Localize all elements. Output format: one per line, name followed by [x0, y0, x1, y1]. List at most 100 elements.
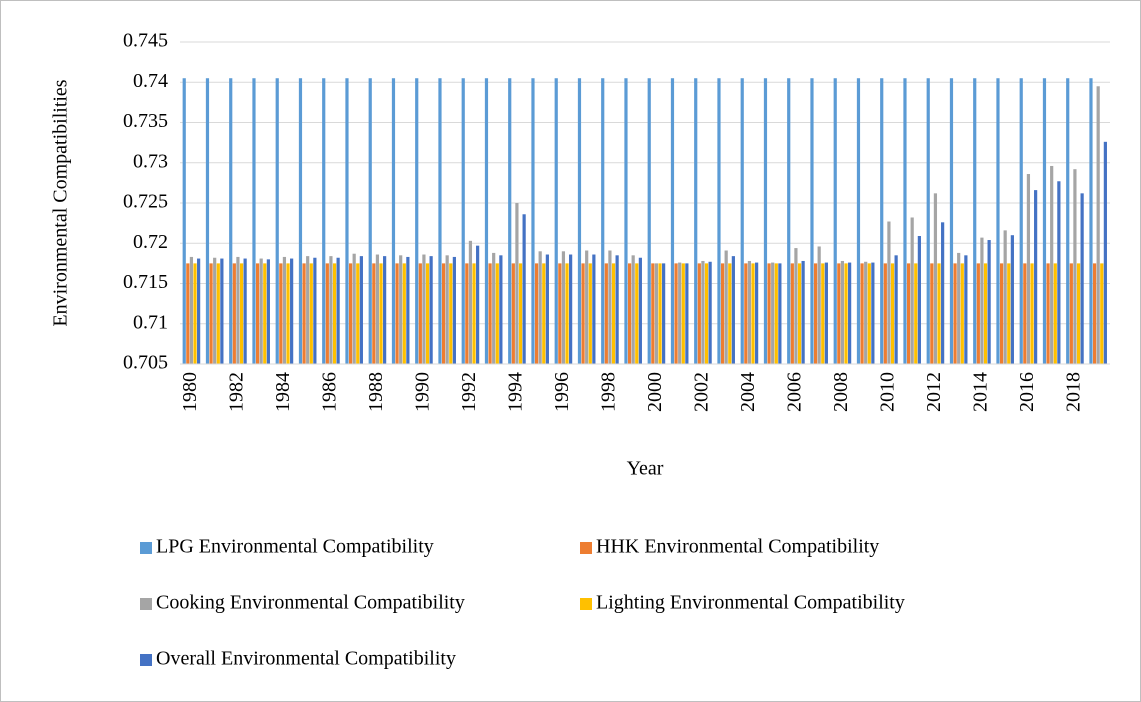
bar	[1103, 141, 1107, 364]
bar	[635, 263, 639, 364]
bar	[720, 263, 725, 364]
bar	[880, 78, 884, 364]
bar	[1057, 181, 1061, 364]
bar	[336, 257, 340, 364]
bar	[352, 253, 356, 364]
bar	[837, 263, 841, 364]
bar	[356, 263, 360, 364]
bar	[1073, 169, 1077, 364]
bar	[449, 263, 453, 364]
bar	[476, 245, 480, 364]
bar	[379, 263, 383, 364]
bar	[717, 78, 721, 364]
bar	[1069, 263, 1073, 364]
bar	[554, 78, 558, 364]
y-tick-label: 0.735	[123, 110, 168, 132]
bar	[422, 254, 426, 364]
bar	[252, 78, 256, 364]
bar	[740, 78, 744, 364]
bar	[957, 252, 961, 364]
bar	[1089, 78, 1093, 364]
bar	[797, 263, 802, 364]
x-tick-label: 2016	[1016, 372, 1038, 412]
bar	[282, 256, 287, 364]
bar	[1019, 78, 1023, 364]
x-tick-label: 1988	[365, 372, 387, 412]
bar	[542, 263, 546, 364]
bar	[724, 250, 728, 364]
bar	[674, 263, 678, 364]
bar	[910, 217, 914, 364]
bar	[917, 236, 921, 364]
bar	[332, 263, 337, 364]
bar	[592, 254, 596, 364]
y-tick-label: 0.725	[123, 191, 168, 213]
bar	[887, 221, 891, 364]
bar	[368, 78, 372, 364]
bar	[399, 255, 403, 364]
legend-swatch	[140, 598, 152, 610]
bar	[220, 258, 224, 364]
bar	[1053, 263, 1057, 364]
bar	[445, 255, 449, 364]
x-tick-label: 2006	[784, 372, 806, 412]
y-tick-label: 0.71	[133, 311, 168, 333]
bar	[1046, 263, 1050, 364]
legend-label: Overall Environmental Compatibility	[156, 648, 456, 670]
bar	[306, 256, 310, 364]
x-tick-label: 1990	[412, 372, 434, 412]
bar	[662, 263, 666, 364]
bar	[930, 263, 934, 364]
bar	[275, 78, 279, 364]
bar	[976, 263, 980, 364]
bar	[840, 260, 845, 364]
bar	[856, 78, 861, 364]
x-tick-label: 2004	[737, 372, 759, 412]
y-tick-label: 0.74	[133, 70, 168, 92]
bar	[309, 263, 313, 364]
legend-label: Lighting Environmental Compatibility	[596, 592, 905, 614]
bar	[359, 256, 363, 364]
bar	[1096, 86, 1100, 365]
bar	[302, 263, 306, 364]
bar	[787, 78, 791, 364]
x-tick-label: 2008	[830, 372, 852, 412]
x-tick-label: 1984	[272, 372, 294, 412]
bar	[438, 78, 442, 364]
bar	[585, 250, 589, 364]
bar	[871, 262, 875, 364]
bar	[685, 263, 689, 364]
bar	[949, 78, 954, 364]
bar	[883, 263, 887, 364]
legend-swatch	[580, 598, 592, 610]
bar	[1100, 263, 1104, 364]
bar	[465, 263, 469, 364]
bar	[1050, 165, 1054, 364]
y-tick-label: 0.715	[123, 271, 168, 293]
bar	[624, 78, 628, 364]
bar	[395, 263, 399, 364]
y-tick-label: 0.73	[133, 150, 168, 172]
bar	[933, 193, 938, 364]
bar	[441, 263, 446, 364]
bar	[926, 78, 930, 364]
x-tick-label: 1982	[226, 372, 248, 412]
bar	[569, 254, 573, 364]
bar	[697, 263, 701, 364]
bar	[615, 255, 619, 364]
bar	[813, 263, 818, 364]
bar	[391, 78, 396, 364]
bar	[1026, 174, 1031, 364]
bar	[182, 78, 186, 364]
bar	[329, 256, 333, 364]
x-axis-title: Year	[627, 458, 664, 480]
bar	[495, 263, 499, 364]
bar	[790, 263, 794, 364]
bar	[348, 263, 353, 364]
bar	[778, 263, 782, 364]
bar	[848, 262, 852, 364]
bar	[744, 263, 748, 364]
bar	[647, 78, 651, 364]
bar	[508, 78, 512, 364]
